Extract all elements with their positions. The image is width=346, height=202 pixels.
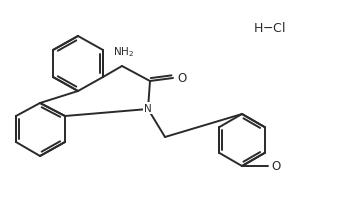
Text: O: O [271, 160, 280, 173]
Text: NH$_2$: NH$_2$ [113, 45, 135, 59]
Text: N: N [144, 103, 152, 114]
Text: O: O [177, 72, 186, 85]
Text: H$-$Cl: H$-$Cl [253, 21, 286, 35]
